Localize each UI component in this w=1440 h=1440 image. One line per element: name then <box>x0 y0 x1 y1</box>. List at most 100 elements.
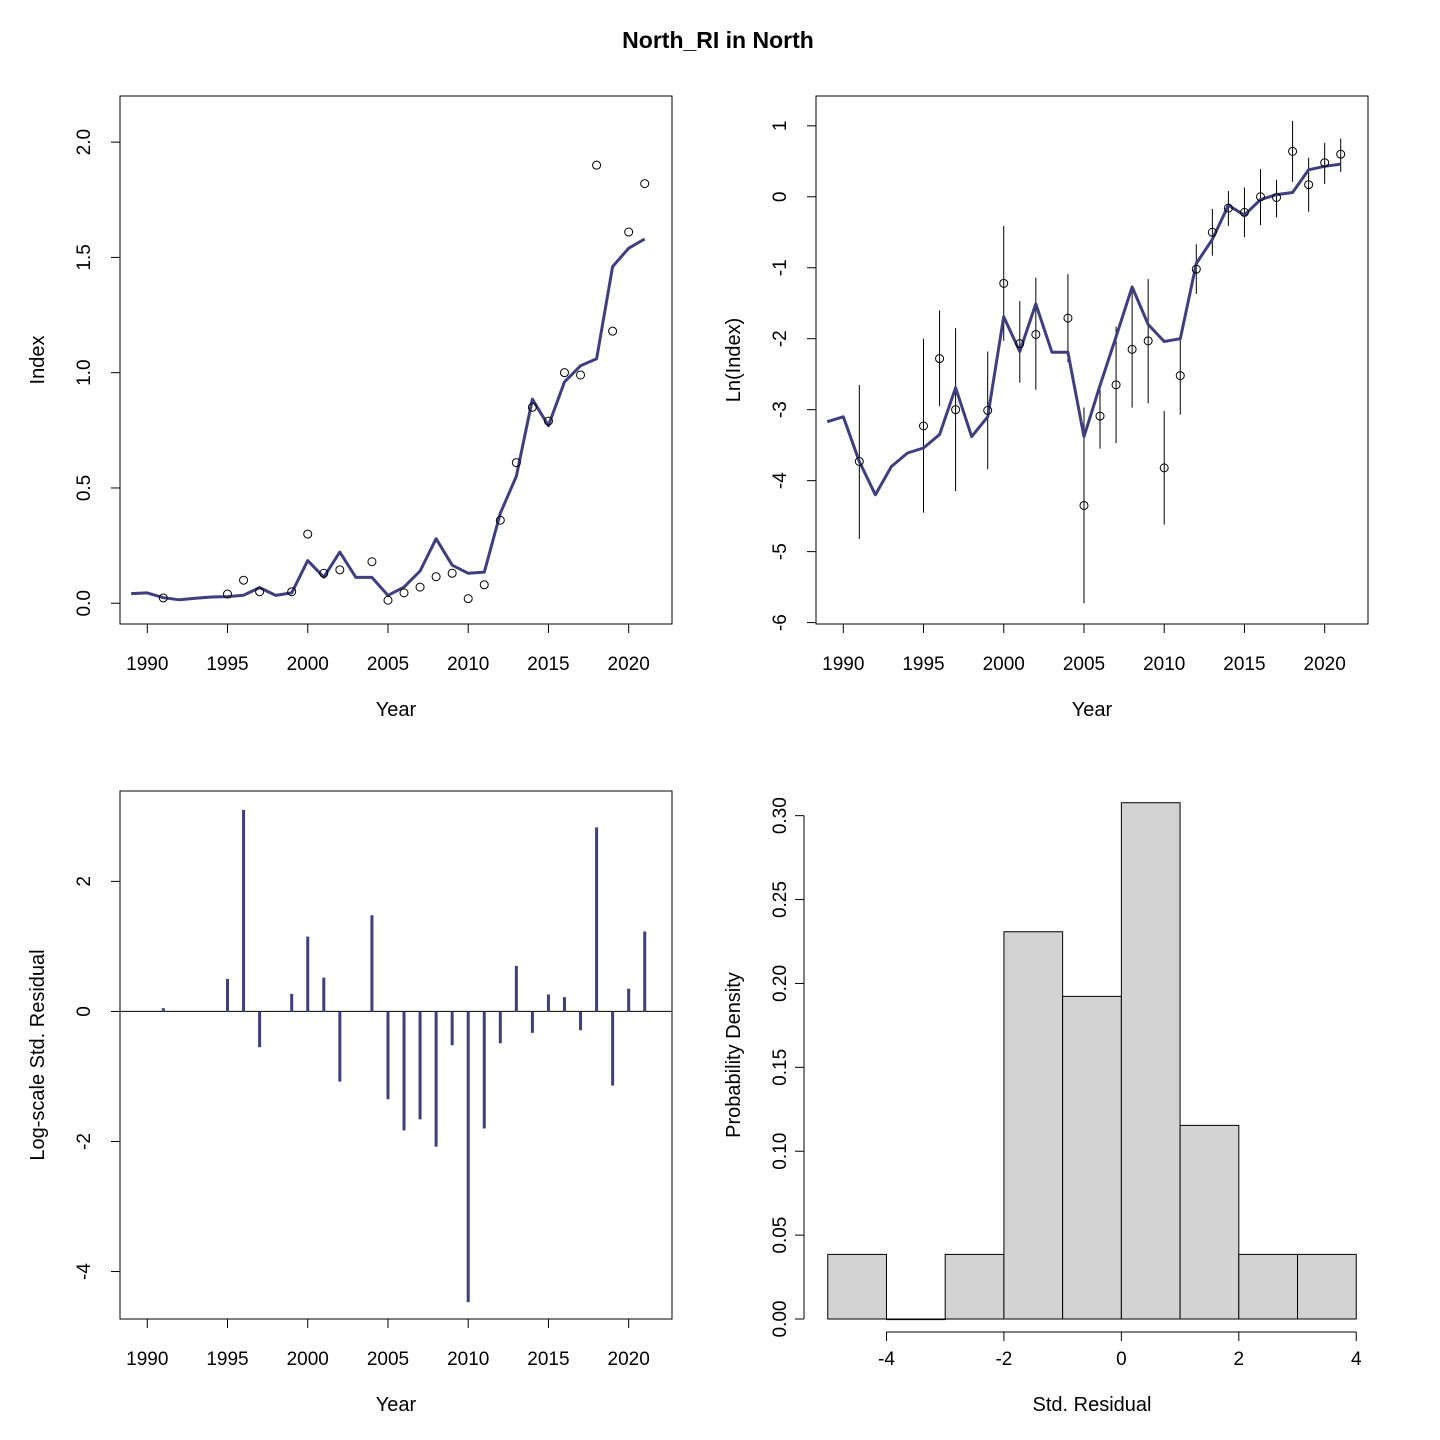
observed-point <box>576 370 586 380</box>
observed-point <box>1095 411 1105 421</box>
observed-point <box>511 458 521 468</box>
y-tick-label: 0.05 <box>770 1217 791 1254</box>
observed-point <box>1111 380 1121 390</box>
x-tick-label: 0 <box>1116 1349 1127 1370</box>
x-tick-label: 1990 <box>126 654 168 675</box>
x-tick-label: 2010 <box>447 654 489 675</box>
observed-point <box>1063 313 1073 323</box>
x-tick-label: 2005 <box>367 654 409 675</box>
plot-frame <box>815 95 1369 625</box>
histogram-bar <box>885 1318 946 1321</box>
observed-point <box>367 557 377 567</box>
observed-point <box>1015 339 1025 349</box>
y-tick-label: 0.5 <box>74 475 95 501</box>
y-tick-label: -6 <box>770 614 791 631</box>
observed-point <box>1255 192 1265 202</box>
y-tick-label: -3 <box>770 401 791 418</box>
y-tick-label: 0 <box>74 1006 95 1017</box>
observed-point <box>1320 158 1330 168</box>
observed-point <box>999 278 1009 288</box>
observed-point <box>1159 463 1169 473</box>
y-axis-label: Ln(Index) <box>723 318 745 403</box>
observed-point <box>1143 336 1153 346</box>
x-axis-label: Year <box>376 699 417 721</box>
y-tick-label: -4 <box>770 472 791 489</box>
model-fit-line <box>826 162 1341 497</box>
histogram-bar <box>1062 995 1122 1320</box>
observed-point <box>1127 344 1137 354</box>
y-tick-label: 0.0 <box>74 590 95 616</box>
observed-point <box>479 580 489 590</box>
observed-point <box>559 368 569 378</box>
observed-point <box>1288 146 1298 156</box>
observed-point <box>854 456 864 466</box>
observed-point <box>527 402 537 412</box>
x-tick-label: 2 <box>1234 1349 1245 1370</box>
observed-point <box>543 416 553 426</box>
observed-point <box>951 405 961 415</box>
histogram-bar <box>1238 1253 1299 1320</box>
x-tick-label: -4 <box>878 1349 895 1370</box>
observed-point <box>608 326 618 336</box>
x-tick-label: 1995 <box>206 1349 248 1370</box>
x-tick-label: 2015 <box>527 654 569 675</box>
observed-point <box>431 572 441 582</box>
observed-point <box>1175 371 1185 381</box>
y-axis-label: Probability Density <box>723 972 745 1138</box>
y-tick-label: 0 <box>770 191 791 202</box>
plot-frame <box>119 790 673 1320</box>
y-tick-label: 0.20 <box>770 965 791 1002</box>
observed-point <box>935 354 945 364</box>
observed-point <box>223 589 233 599</box>
observed-point <box>495 515 505 525</box>
histogram-bar <box>827 1253 887 1320</box>
y-tick-label: -2 <box>74 1133 95 1150</box>
x-tick-label: 4 <box>1351 1349 1362 1370</box>
observed-point <box>1336 149 1346 159</box>
observed-point <box>919 421 929 431</box>
histogram-bar <box>1297 1253 1357 1320</box>
observed-point <box>335 565 345 575</box>
x-tick-label: 2015 <box>527 1349 569 1370</box>
x-axis-label: Year <box>1072 699 1113 721</box>
observed-point <box>303 529 313 539</box>
observed-point <box>640 179 650 189</box>
y-tick-label: 0.30 <box>770 797 791 834</box>
x-tick-label: 2000 <box>983 654 1025 675</box>
x-tick-label: 2020 <box>608 1349 650 1370</box>
observed-point <box>592 160 602 170</box>
y-tick-label: 0.15 <box>770 1049 791 1086</box>
y-tick-label: 2 <box>74 876 95 887</box>
observed-point <box>255 587 265 597</box>
index-panel: 1990 1995 2000 2005 2010 2015 2020 0.0 0.5 1.0 1.5… <box>27 95 673 721</box>
x-axis-label: Year <box>376 1394 417 1416</box>
histogram-bar <box>1003 931 1064 1320</box>
x-tick-label: 1995 <box>206 654 248 675</box>
observed-point <box>624 227 634 237</box>
y-tick-label: 2.0 <box>74 129 95 155</box>
y-tick-label: 1.5 <box>74 244 95 270</box>
x-tick-label: 1995 <box>902 654 944 675</box>
observed-point <box>239 575 249 585</box>
histogram-bar <box>1179 1124 1240 1320</box>
y-tick-label: -2 <box>770 330 791 347</box>
histogram-bar <box>1120 802 1181 1320</box>
observed-point <box>447 568 457 578</box>
x-tick-label: 2010 <box>447 1349 489 1370</box>
observed-point <box>1239 207 1249 217</box>
observed-point <box>1031 329 1041 339</box>
y-tick-label: -1 <box>770 259 791 276</box>
figure-title: North_RI in North <box>622 27 814 53</box>
y-tick-label: 1 <box>770 121 791 132</box>
observed-point <box>1223 203 1233 213</box>
observed-point <box>1079 500 1089 510</box>
x-tick-label: 2005 <box>1063 654 1105 675</box>
y-tick-label: 0.10 <box>770 1133 791 1170</box>
observed-point <box>463 594 473 604</box>
observed-point <box>415 582 425 592</box>
observed-point <box>399 588 409 598</box>
observed-point <box>287 587 297 597</box>
observed-point <box>1272 192 1282 202</box>
histogram-bar <box>944 1253 1005 1320</box>
